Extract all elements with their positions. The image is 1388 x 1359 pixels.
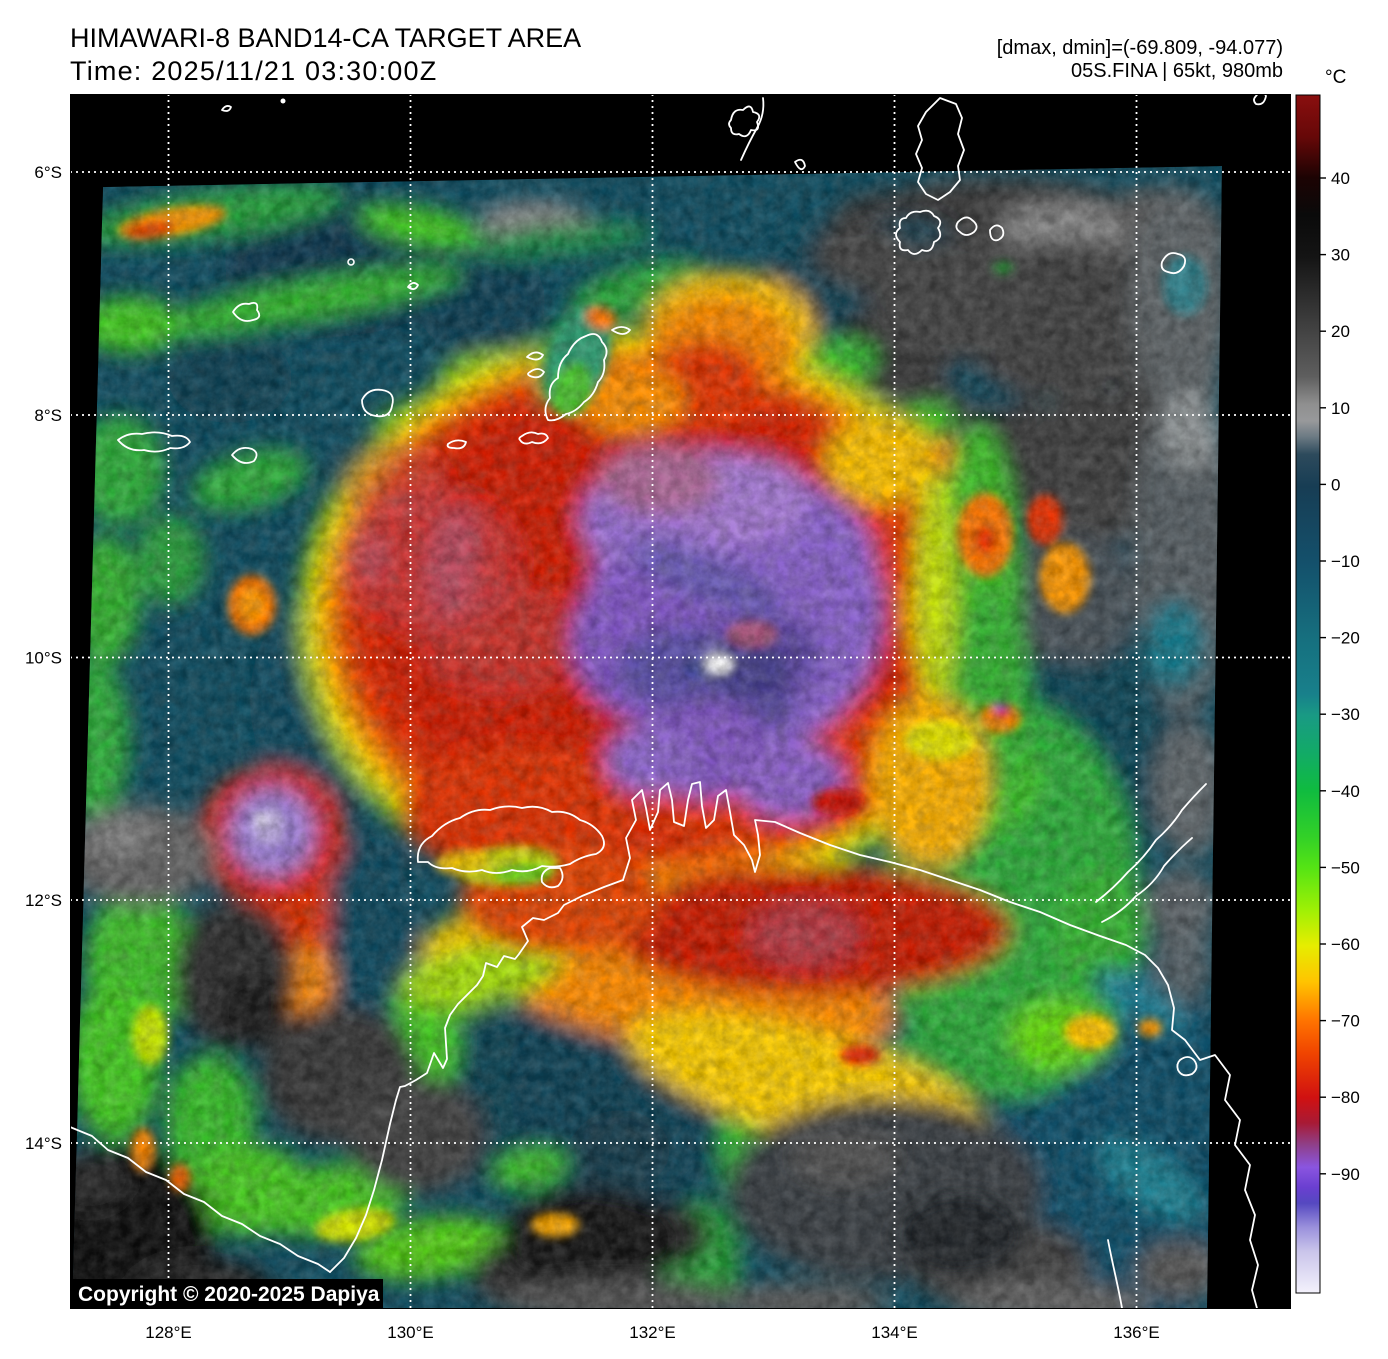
svg-text:6°S: 6°S (34, 163, 62, 182)
svg-text:20: 20 (1331, 322, 1350, 341)
svg-text:8°S: 8°S (34, 406, 62, 425)
svg-text:10°S: 10°S (25, 649, 62, 668)
svg-text:HIMAWARI-8 BAND14-CA TARGET AR: HIMAWARI-8 BAND14-CA TARGET AREA (70, 23, 581, 53)
svg-text:Time: 2025/11/21 03:30:00Z: Time: 2025/11/21 03:30:00Z (70, 56, 437, 86)
svg-text:12°S: 12°S (25, 891, 62, 910)
svg-text:130°E: 130°E (387, 1323, 434, 1342)
svg-text:−10: −10 (1331, 552, 1360, 571)
svg-text:0: 0 (1331, 475, 1340, 494)
svg-text:05S.FINA | 65kt, 980mb: 05S.FINA | 65kt, 980mb (1071, 60, 1283, 82)
svg-text:14°S: 14°S (25, 1134, 62, 1153)
svg-text:10: 10 (1331, 399, 1350, 418)
svg-text:40: 40 (1331, 169, 1350, 188)
svg-text:132°E: 132°E (629, 1323, 676, 1342)
svg-text:[dmax, dmin]=(-69.809, -94.077: [dmax, dmin]=(-69.809, -94.077) (997, 37, 1283, 59)
svg-text:−60: −60 (1331, 935, 1360, 954)
svg-text:−80: −80 (1331, 1088, 1360, 1107)
svg-text:−40: −40 (1331, 782, 1360, 801)
svg-text:−20: −20 (1331, 629, 1360, 648)
svg-text:−30: −30 (1331, 705, 1360, 724)
svg-text:°C: °C (1325, 67, 1346, 88)
svg-text:−90: −90 (1331, 1165, 1360, 1184)
svg-text:Copyright © 2020-2025 Dapiya: Copyright © 2020-2025 Dapiya (78, 1283, 380, 1306)
svg-text:128°E: 128°E (145, 1323, 192, 1342)
svg-text:136°E: 136°E (1113, 1323, 1160, 1342)
svg-text:134°E: 134°E (871, 1323, 918, 1342)
svg-text:−70: −70 (1331, 1012, 1360, 1031)
svg-text:30: 30 (1331, 246, 1350, 265)
svg-text:−50: −50 (1331, 858, 1360, 877)
